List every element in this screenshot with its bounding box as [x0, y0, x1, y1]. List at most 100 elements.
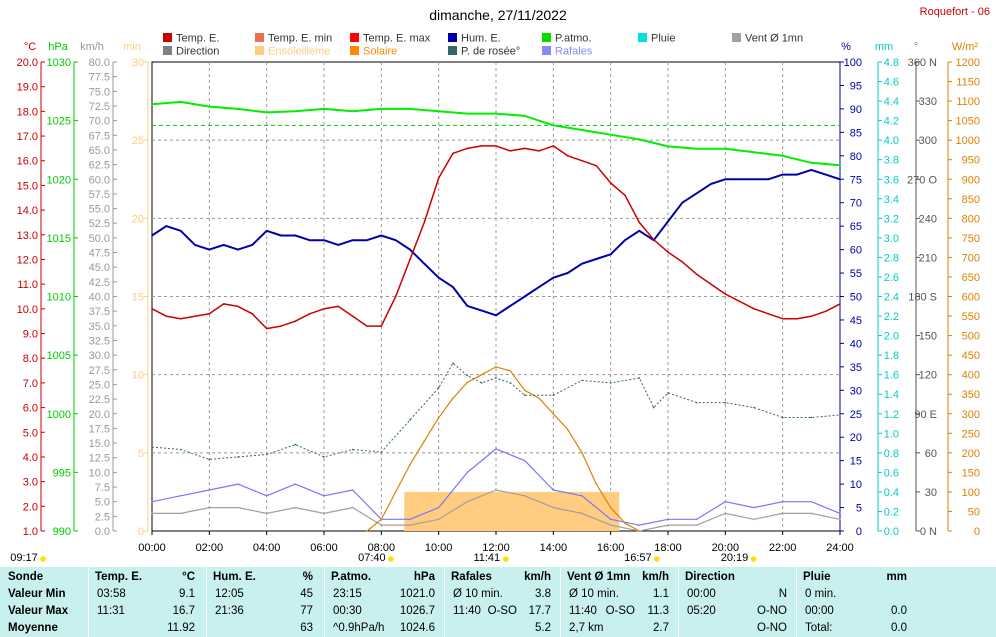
point-p-de-ros-e: [810, 416, 813, 419]
point-hum-e: [280, 234, 282, 237]
statistics-table: Sonde Valeur Min Valeur Max Moyenne Temp. E.…: [0, 567, 996, 637]
x-tick-label: 18:00: [654, 542, 682, 554]
point-temp-e: [538, 150, 540, 152]
point-rafales: [409, 518, 411, 521]
solar-axis-tick-label: 250: [962, 428, 980, 440]
solar-axis-tick-label: 500: [962, 331, 980, 343]
rain-axis-tick-label: 0.4: [884, 487, 899, 499]
series-solaire: [366, 366, 640, 532]
point-p-de-ros-e: [667, 391, 669, 394]
chart-legend: Temp. E. Temp. E. min Temp. E. max Hum. E. P…: [163, 33, 803, 58]
point-rafales: [667, 518, 669, 521]
point-vent-mn: [437, 518, 440, 521]
point-solaire: [423, 440, 426, 442]
point-hum-e: [796, 173, 798, 176]
point-vent-mn: [609, 524, 612, 526]
point-temp-e: [824, 310, 827, 313]
legend-swatch: [163, 33, 172, 42]
point-hum-e: [781, 173, 784, 176]
solar-axis-tick-label: 850: [962, 194, 980, 206]
point-hum-e: [523, 295, 526, 298]
rain-axis-tick-label: 2.0: [884, 331, 899, 343]
wind-axis-tick-label: 20.0: [89, 409, 110, 421]
cell-direction: O-SO: [605, 605, 635, 617]
legend-swatch: [350, 46, 359, 55]
point-solaire: [394, 491, 397, 493]
cell-value: 45: [300, 588, 313, 600]
legend-swatch: [542, 33, 551, 42]
point-temp-e: [638, 221, 641, 224]
temp-axis-tick-label: 15.0: [17, 180, 38, 192]
humidity-axis-tick-label: 20: [850, 432, 862, 444]
cell-time: 2,7 km: [569, 622, 604, 634]
point-vent-mn: [179, 512, 182, 515]
temp-axis-tick-label: 3.0: [23, 477, 38, 489]
temp-axis-tick-label: 13.0: [17, 230, 38, 242]
point-temp-e: [480, 145, 483, 147]
point-p-atmo: [208, 105, 211, 108]
point-solaire: [638, 530, 641, 532]
wind-axis-tick-label: 22.5: [89, 394, 110, 406]
wind-axis-tick-label: 60.0: [89, 174, 110, 186]
wind-axis-tick-label: 67.5: [89, 130, 110, 142]
point-temp-e: [581, 159, 583, 162]
point-solaire: [566, 428, 569, 431]
rain-axis-tick-label: 2.6: [884, 272, 899, 284]
temp-axis-tick-label: 11.0: [17, 279, 38, 291]
direction-axis-tick-label: 270 O: [907, 174, 937, 186]
point-p-de-ros-e: [652, 406, 655, 409]
point-hum-e: [423, 262, 426, 265]
solar-axis-tick-label: 0: [974, 526, 980, 538]
cell-direction: O-SO: [487, 605, 517, 617]
point-temp-e: [280, 325, 282, 327]
point-rafales: [724, 500, 727, 503]
point-hum-e: [839, 178, 841, 181]
point-solaire: [509, 369, 512, 372]
point-p-de-ros-e: [237, 456, 239, 458]
rain-axis-tick-label: 3.6: [884, 174, 899, 186]
point-p-atmo: [179, 101, 182, 103]
point-p-de-ros-e: [452, 362, 454, 364]
point-solaire: [523, 389, 526, 392]
point-temp-e: [724, 293, 727, 295]
point-p-de-ros-e: [781, 416, 784, 419]
solar-axis-tick-label: 100: [962, 487, 980, 499]
direction-axis-tick-label: 150: [919, 331, 937, 343]
wind-axis-tick-label: 25.0: [89, 379, 110, 391]
table-column: Pluie mm 0 min. 00:00 0.0 Total: 0.0: [796, 567, 913, 637]
point-hum-e: [308, 239, 311, 242]
point-temp-e: [667, 251, 669, 253]
cell-time: 05:20: [687, 605, 716, 617]
point-p-atmo: [667, 145, 669, 148]
direction-axis-tick-label: 30: [925, 487, 937, 499]
minutes-axis-tick-label: 0: [138, 526, 144, 538]
point-temp-e: [509, 150, 512, 152]
point-vent-mn: [151, 512, 153, 515]
axes: 1.0 2.0 3.0 4.0 5.0 6.0 7.0 8.0 9.0 10.0 11.0 12.0 1…: [17, 57, 980, 554]
humidity-axis-tick-label: 100: [844, 57, 862, 69]
point-temp-e: [237, 305, 239, 308]
point-vent-mn: [351, 506, 354, 509]
column-title: Vent Ø 1mn: [567, 571, 631, 583]
point-temp-e: [781, 317, 784, 320]
wind-axis-tick-label: 52.5: [89, 218, 110, 230]
point-hum-e: [624, 239, 626, 242]
legend-label: P. de rosée°: [461, 46, 520, 58]
sun-icon: [40, 556, 46, 562]
point-temp-e: [222, 303, 225, 305]
point-temp-e: [609, 182, 612, 184]
point-hum-e: [738, 178, 741, 181]
point-temp-e: [796, 317, 798, 320]
temp-axis-tick-label: 19.0: [17, 82, 38, 94]
point-solaire: [595, 483, 598, 485]
temp-axis-tick-label: 20.0: [17, 57, 38, 69]
point-hum-e: [681, 201, 684, 204]
point-temp-e: [179, 317, 182, 320]
point-hum-e: [810, 169, 813, 171]
table-column: Direction 00:00 N 05:20 O-NO O-NO: [678, 567, 793, 637]
rain-axis-tick-label: 0.2: [884, 506, 899, 518]
legend-label: Vent Ø 1mn: [745, 33, 803, 45]
point-vent-mn: [237, 506, 239, 509]
point-vent-mn: [495, 489, 497, 491]
wind-axis-tick-label: 50.0: [89, 233, 110, 245]
